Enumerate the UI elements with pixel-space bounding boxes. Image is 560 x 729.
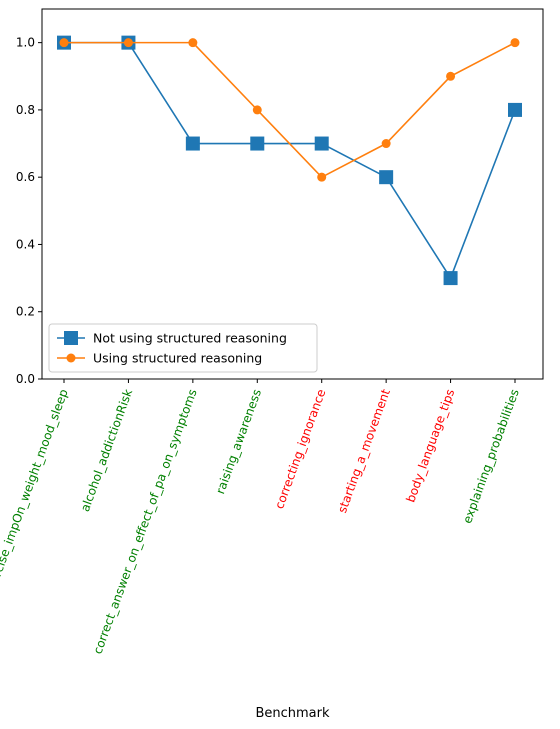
y-tick-label: 0.6 — [16, 170, 35, 184]
x-axis-title: Benchmark — [255, 706, 330, 721]
legend-label: Not using structured reasoning — [93, 331, 287, 346]
data-point — [508, 102, 522, 117]
legend-item: Not using structured reasoning — [57, 331, 287, 346]
data-point — [379, 170, 394, 185]
data-point — [188, 38, 198, 48]
data-point — [185, 136, 200, 151]
data-point — [250, 136, 265, 151]
y-tick-label: 0.0 — [16, 372, 35, 386]
data-point — [381, 139, 391, 149]
y-axis: 0.0 0.2 0.4 0.6 0.8 1.0 — [16, 36, 42, 386]
y-tick-label: 0.4 — [16, 237, 35, 251]
data-point — [252, 105, 262, 115]
data-point — [123, 38, 133, 48]
data-point — [314, 136, 329, 151]
data-point — [443, 271, 458, 286]
y-tick-label: 0.2 — [16, 305, 35, 319]
y-tick-label: 1.0 — [16, 36, 35, 50]
plot-series — [57, 35, 522, 286]
series-1 — [57, 35, 522, 286]
legend-box — [48, 323, 318, 373]
plot-area-frame — [41, 8, 544, 380]
data-point — [59, 38, 69, 48]
legend-marker — [64, 331, 78, 345]
legend-marker — [66, 353, 76, 363]
legend-label: Using structured reasoning — [93, 351, 262, 366]
series-line — [64, 41, 516, 179]
y-tick-label: 0.8 — [16, 103, 35, 117]
data-point — [317, 172, 327, 182]
legend: Not using structured reasoning Using stru… — [48, 323, 318, 373]
series-2 — [59, 38, 520, 182]
data-point — [446, 71, 456, 81]
data-point — [510, 38, 520, 48]
legend-item: Using structured reasoning — [57, 351, 262, 366]
